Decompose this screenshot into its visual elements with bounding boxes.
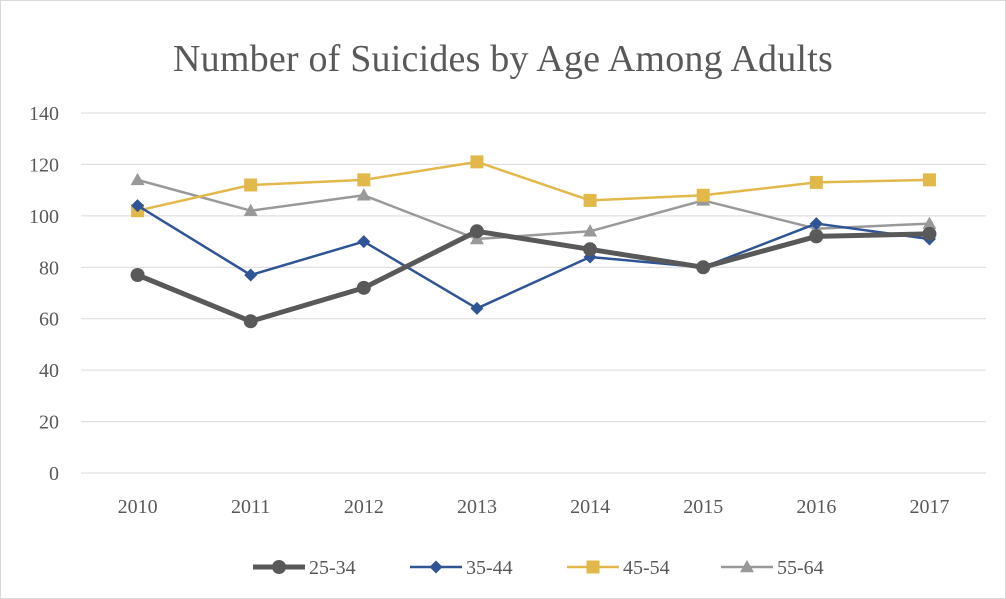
y-tick-label-80: 80	[39, 257, 59, 279]
data-point-25-34-2015	[696, 260, 711, 275]
y-tick-label-120: 120	[29, 154, 59, 176]
y-tick-label-100: 100	[29, 206, 59, 228]
y-tick-label-40: 40	[39, 360, 59, 382]
data-point-25-34-2010	[130, 268, 145, 282]
x-axis-labels: 2010 2011 2012 2013 2014 2015 2016 2017	[118, 496, 950, 518]
legend-item-45-54: 45-54	[567, 557, 670, 579]
y-tick-label-60: 60	[39, 309, 59, 331]
series-line-45-54	[137, 160, 930, 212]
series-35-44	[131, 199, 936, 315]
data-point-35-44-2013	[470, 301, 484, 315]
data-point-25-34-2012	[356, 280, 371, 295]
legend-label-35-44: 35-44	[466, 557, 513, 579]
data-point-55-64-2010	[130, 172, 145, 186]
x-tick-label-2012: 2012	[344, 496, 384, 518]
data-point-45-54-2012	[357, 173, 371, 187]
data-point-45-54-2016	[809, 175, 823, 189]
data-point-55-64-2014	[583, 224, 598, 237]
data-point-45-54-2014	[583, 193, 597, 207]
y-gridlines	[81, 112, 986, 474]
series-line-25-34	[136, 228, 930, 324]
data-point-45-54-2015	[696, 188, 710, 202]
y-axis-labels: 0 20 40 60 80 100 120 140	[29, 103, 59, 485]
data-point-45-54-2011	[244, 178, 258, 192]
legend-item-25-34: 25-34	[253, 557, 356, 579]
data-point-35-44-2016	[809, 217, 823, 231]
data-point-25-34-2014	[583, 242, 598, 257]
series-55-64	[130, 172, 937, 245]
data-point-35-44-2010	[131, 199, 145, 213]
data-point-25-34-2011	[243, 314, 258, 329]
legend-marker-25-34	[272, 560, 286, 574]
data-point-55-64-2011	[243, 203, 258, 216]
series-line-55-64	[137, 178, 930, 241]
x-tick-label-2011: 2011	[231, 496, 270, 518]
data-point-25-34-2016	[809, 229, 824, 244]
chart-title: Number of Suicides by Age Among Adults	[173, 38, 833, 80]
legend: 25-34 35-44 45-54 55-64	[253, 557, 824, 579]
x-tick-label-2010: 2010	[118, 496, 158, 518]
legend-label-45-54: 45-54	[623, 557, 670, 579]
legend-marker-45-54	[586, 560, 600, 574]
legend-item-55-64: 55-64	[721, 557, 824, 579]
y-tick-label-0: 0	[49, 463, 59, 485]
data-point-25-34-2017	[922, 226, 937, 241]
legend-marker-55-64	[740, 560, 754, 573]
y-tick-label-140: 140	[29, 103, 59, 125]
x-tick-label-2014: 2014	[570, 496, 610, 518]
data-point-35-44-2011	[244, 268, 258, 282]
series-line-35-44	[136, 204, 930, 310]
legend-label-25-34: 25-34	[309, 557, 356, 579]
x-tick-label-2017: 2017	[909, 496, 949, 518]
legend-label-55-64: 55-64	[777, 557, 824, 579]
x-tick-label-2016: 2016	[796, 496, 836, 518]
y-tick-label-20: 20	[39, 412, 59, 434]
x-tick-label-2015: 2015	[683, 496, 723, 518]
legend-marker-35-44	[429, 560, 443, 574]
data-point-45-54-2017	[922, 173, 936, 187]
data-point-55-64-2012	[356, 188, 371, 201]
legend-item-35-44: 35-44	[410, 557, 513, 579]
data-point-25-34-2013	[469, 224, 484, 239]
series-25-34	[130, 224, 937, 329]
data-point-55-64-2017	[922, 216, 937, 229]
data-point-45-54-2013	[470, 155, 484, 169]
x-tick-label-2013: 2013	[457, 496, 497, 518]
data-point-35-44-2012	[357, 235, 371, 249]
